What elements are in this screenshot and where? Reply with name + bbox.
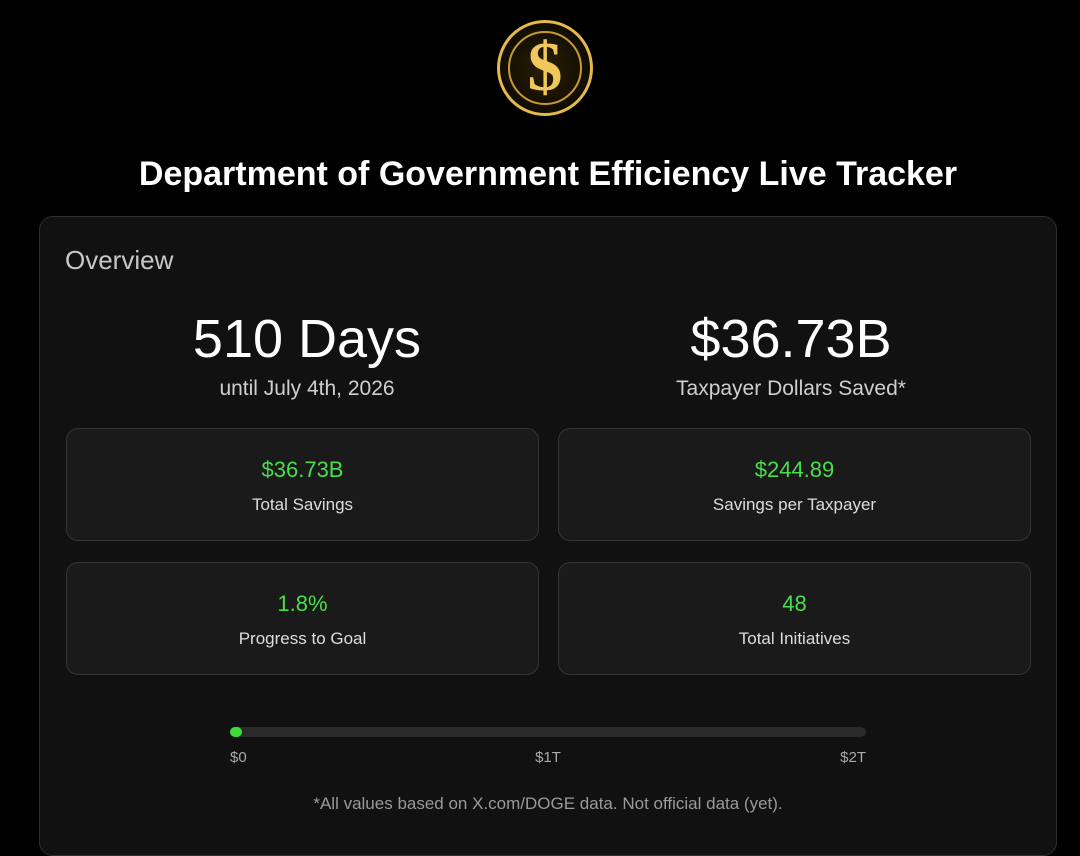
footnote: *All values based on X.com/DOGE data. No…	[313, 794, 783, 813]
countdown-value: 510 Days	[192, 309, 422, 369]
stat-value: $36.73B	[261, 457, 344, 482]
stat-value: $244.89	[754, 457, 835, 482]
logo: $	[497, 20, 593, 116]
progress-tick-label: $1T	[535, 749, 561, 766]
progress-track	[230, 727, 866, 737]
stat-card: $36.73B Total Savings	[66, 428, 539, 541]
page: $ Department of Government Efficiency Li…	[39, 20, 1057, 856]
headline-caption: Taxpayer Dollars Saved*	[676, 377, 906, 400]
stat-label: Total Initiatives	[738, 629, 851, 648]
stat-label: Total Savings	[251, 495, 354, 514]
progress-tick-label: $2T	[840, 749, 866, 766]
stat-label: Progress to Goal	[238, 629, 367, 648]
countdown-caption: until July 4th, 2026	[219, 377, 395, 400]
stat-card: $244.89 Savings per Taxpayer	[558, 428, 1031, 541]
headline-value: $36.73B	[690, 309, 892, 369]
stat-card: 48 Total Initiatives	[558, 562, 1031, 675]
logo-symbol: $	[508, 29, 582, 106]
section-heading: Overview	[65, 245, 174, 275]
stat-value: 1.8%	[277, 591, 328, 616]
progress-tick-label: $0	[230, 749, 247, 766]
progress-fill	[230, 727, 242, 737]
stat-value: 48	[782, 591, 807, 616]
stat-label: Savings per Taxpayer	[712, 495, 877, 514]
page-title: Department of Government Efficiency Live…	[138, 155, 958, 193]
stat-card: 1.8% Progress to Goal	[66, 562, 539, 675]
